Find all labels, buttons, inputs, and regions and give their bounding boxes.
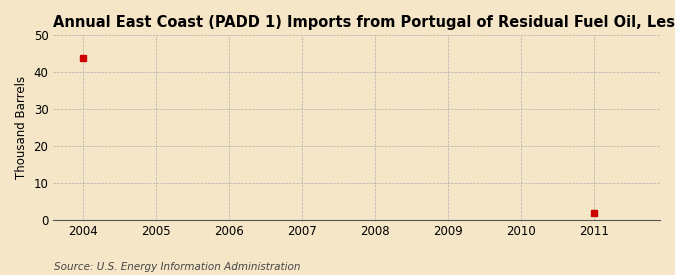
Text: Annual East Coast (PADD 1) Imports from Portugal of Residual Fuel Oil, Less than: Annual East Coast (PADD 1) Imports from … [53, 15, 675, 30]
Y-axis label: Thousand Barrels: Thousand Barrels [15, 76, 28, 179]
Text: Source: U.S. Energy Information Administration: Source: U.S. Energy Information Administ… [54, 262, 300, 272]
